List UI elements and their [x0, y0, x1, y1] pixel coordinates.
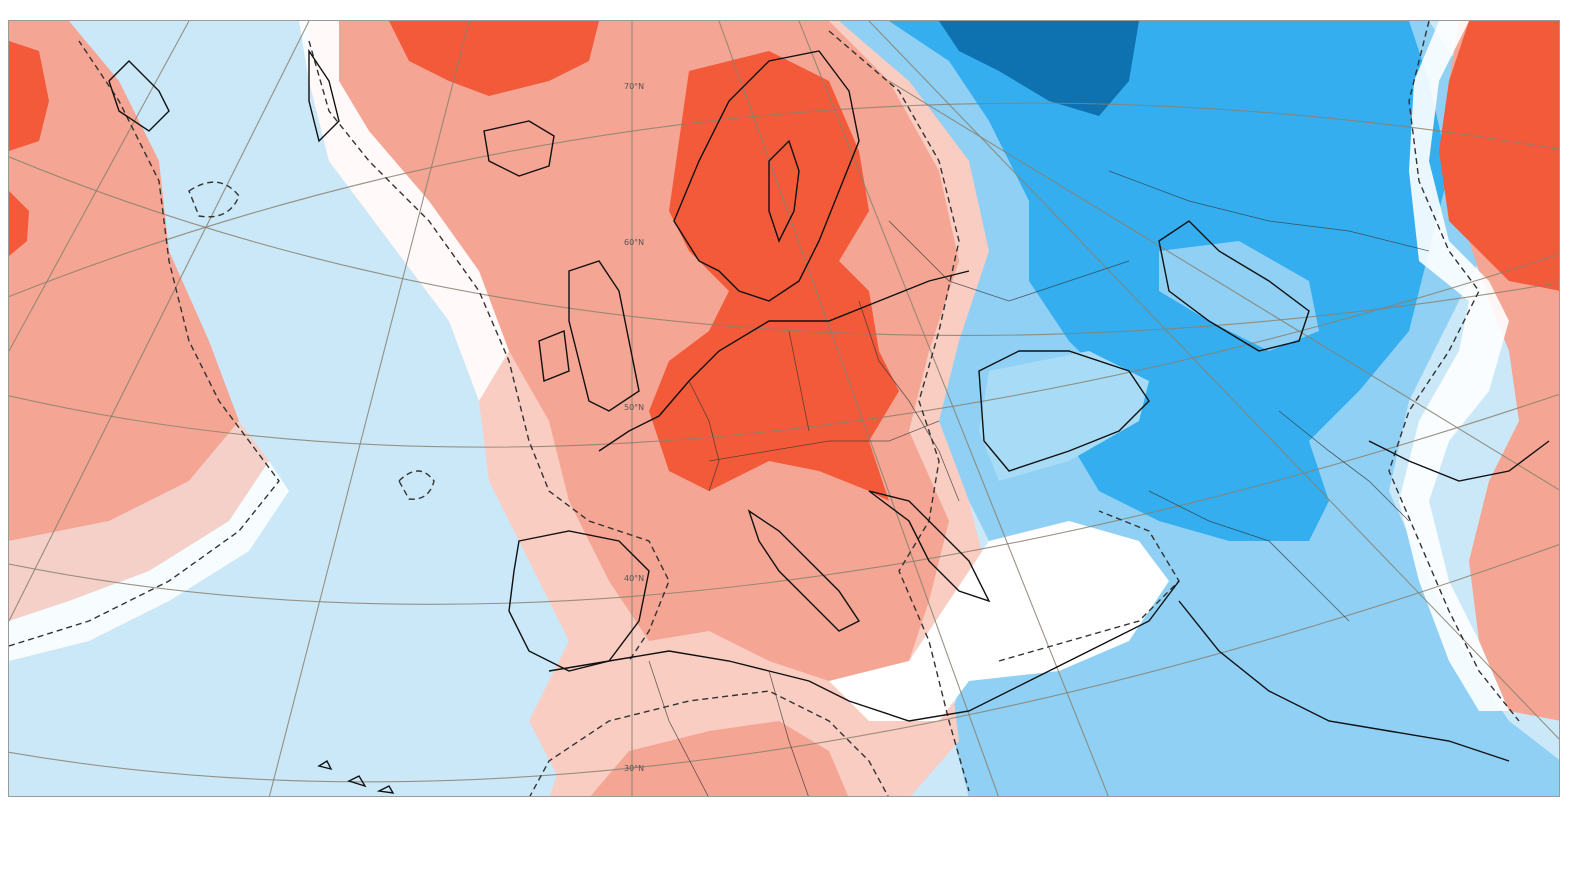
zero-contour-small-2 — [188, 181, 240, 218]
coast-caspian — [1158, 220, 1310, 352]
zero-contour-north-africa — [529, 690, 889, 796]
west-europe-neutral-belt — [299, 21, 509, 401]
far-east-neutral-band — [1399, 21, 1509, 711]
border-middle-east — [1148, 490, 1350, 622]
map-canvas: 70°N 60°N 50°N 40°N 30°N — [9, 21, 1559, 796]
parallel-70n — [9, 102, 1559, 298]
greenland-warm-strong-region — [389, 21, 599, 96]
labrador-warm-strong-patch-2 — [9, 191, 29, 256]
coast-black-sea — [978, 350, 1150, 472]
meridian-40e — [888, 80, 1559, 491]
far-east-warm-strong — [1439, 21, 1559, 291]
parallel-50n — [9, 253, 1559, 448]
labrador-warm-strong-patch — [9, 41, 49, 151]
meridian-30w — [9, 21, 190, 352]
border-russia-west — [888, 220, 1130, 302]
latitude-labels: 70°N 60°N 50°N 40°N 30°N — [624, 82, 644, 773]
coast-red-sea — [1178, 600, 1510, 762]
border-central-europe — [708, 420, 940, 462]
meridian-20w — [9, 21, 310, 622]
arctic-cool-deep-region — [939, 21, 1139, 116]
meridian-30e — [868, 21, 1559, 740]
border-north-africa — [648, 660, 809, 796]
zero-contour-small-1 — [398, 470, 435, 500]
zero-contour-far-east — [1388, 21, 1520, 722]
coast-persian-gulf — [1368, 440, 1550, 482]
lat-label-50n: 50°N — [624, 403, 644, 412]
coastlines — [108, 48, 1550, 794]
border-central-asia — [1108, 170, 1430, 252]
lat-label-70n: 70°N — [624, 82, 644, 91]
europe-warm-strong-region — [649, 51, 899, 501]
atlantic-warm-medium-region — [9, 21, 239, 541]
lat-label-30n: 30°N — [624, 764, 644, 773]
meridian-10w — [268, 21, 470, 796]
coast-scandinavia — [673, 50, 860, 302]
lat-label-60n: 60°N — [624, 238, 644, 247]
anomaly-map: 70°N 60°N 50°N 40°N 30°N — [8, 20, 1560, 797]
border-france-germany — [688, 380, 720, 492]
country-borders — [648, 170, 1430, 796]
lat-label-40n: 40°N — [624, 574, 644, 583]
parallel-30n — [9, 543, 1559, 783]
parallel-40n — [9, 393, 1559, 605]
zero-contours — [9, 21, 1520, 796]
border-iran — [1278, 410, 1410, 522]
graticule — [9, 21, 1559, 796]
zero-contour-mideast — [998, 510, 1180, 662]
coast-north-africa — [548, 580, 1180, 722]
coast-british-isles — [538, 260, 640, 412]
east-cool-light-patch-caspian — [1159, 241, 1319, 351]
meridian-20e — [798, 21, 1109, 796]
atlantic-neutral-band — [9, 461, 289, 661]
north-africa-warm-medium — [590, 721, 849, 796]
parallel-60n — [9, 156, 1559, 337]
border-eastern-europe — [858, 300, 960, 502]
black-sea-cool-light — [979, 351, 1149, 481]
coast-balkans-greece — [868, 490, 991, 603]
coast-iceland — [483, 120, 555, 177]
coast-greenland — [108, 48, 340, 143]
coast-italy — [747, 509, 861, 632]
border-germany-poland — [788, 330, 810, 432]
zero-contour-east-europe — [828, 30, 970, 792]
coast-western-europe — [598, 270, 970, 452]
meridian-10e — [718, 21, 999, 796]
coast-atlantic-islands — [317, 759, 395, 794]
coast-baltic — [768, 139, 800, 243]
atlantic-warm-light-band — [9, 421, 269, 621]
mediterranean-neutral-region — [829, 521, 1169, 721]
